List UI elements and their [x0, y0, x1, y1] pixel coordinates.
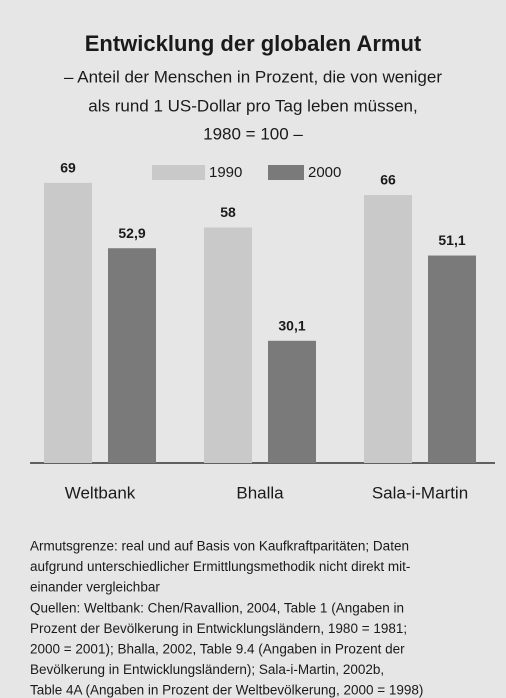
source-line: 2000 = 2001); Bhalla, 2002, Table 9.4 (A… [30, 642, 405, 657]
x-tick-label: Weltbank [65, 483, 136, 502]
x-tick-label: Bhalla [236, 483, 284, 502]
value-label: 58 [220, 204, 236, 220]
source-line: Quellen: Weltbank: Chen/Ravallion, 2004,… [30, 601, 404, 616]
value-label: 66 [380, 172, 396, 188]
source-line: Prozent der Bevölkerung in Entwicklungsl… [30, 621, 407, 636]
source-line: Bevölkerung in Entwicklungsländern); Sal… [30, 662, 384, 677]
note-line: aufgrund unterschiedlicher Ermittlungsme… [30, 559, 410, 574]
note-line: Armutsgrenze: real und auf Basis von Kau… [30, 539, 409, 554]
bar [364, 195, 412, 464]
x-tick-label: Sala-i-Martin [372, 483, 468, 502]
legend-label: 2000 [308, 164, 341, 181]
value-label: 30,1 [278, 317, 305, 333]
subtitle: als rund 1 US-Dollar pro Tag leben müsse… [88, 96, 417, 115]
value-label: 52,9 [118, 225, 145, 241]
legend-swatch [152, 165, 205, 180]
note-line: einander vergleichbar [30, 580, 160, 595]
subtitle: – Anteil der Menschen in Prozent, die vo… [64, 67, 442, 86]
subtitle: 1980 = 100 – [203, 124, 303, 143]
bar [108, 248, 156, 463]
source-line: Table 4A (Angaben in Prozent der Weltbev… [30, 683, 423, 698]
bar [428, 255, 476, 463]
bar [204, 227, 252, 463]
legend-swatch [268, 165, 304, 180]
chart-title: Entwicklung der globalen Armut [85, 31, 422, 56]
bar [268, 340, 316, 463]
value-label: 51,1 [438, 232, 465, 248]
value-label: 69 [60, 160, 76, 176]
legend-label: 1990 [209, 164, 242, 181]
bar [44, 182, 92, 464]
